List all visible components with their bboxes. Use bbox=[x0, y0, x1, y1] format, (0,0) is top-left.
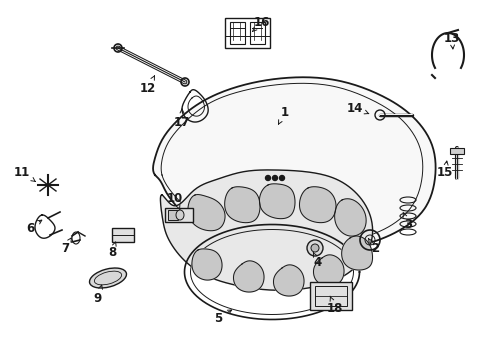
Polygon shape bbox=[191, 249, 222, 280]
Text: 7: 7 bbox=[61, 238, 71, 255]
Polygon shape bbox=[153, 77, 435, 253]
Bar bbox=[449, 148, 463, 154]
Ellipse shape bbox=[89, 268, 126, 288]
Bar bbox=[314, 286, 346, 306]
Text: 12: 12 bbox=[140, 76, 156, 94]
Polygon shape bbox=[187, 194, 224, 231]
Text: 18: 18 bbox=[326, 296, 343, 315]
Bar bbox=[249, 22, 264, 44]
Text: 5: 5 bbox=[213, 310, 231, 324]
Circle shape bbox=[310, 244, 318, 252]
Polygon shape bbox=[334, 199, 366, 236]
Text: 17: 17 bbox=[174, 109, 190, 129]
Circle shape bbox=[272, 175, 277, 180]
Text: 14: 14 bbox=[346, 102, 368, 114]
Text: 1: 1 bbox=[278, 105, 288, 124]
Text: 13: 13 bbox=[443, 31, 459, 49]
Text: 8: 8 bbox=[108, 242, 116, 258]
Polygon shape bbox=[299, 187, 335, 222]
Circle shape bbox=[306, 240, 323, 256]
Bar bbox=[309, 282, 351, 310]
Polygon shape bbox=[313, 255, 344, 286]
Text: 16: 16 bbox=[252, 15, 270, 31]
Text: 4: 4 bbox=[313, 253, 322, 269]
Bar bbox=[164, 208, 193, 222]
Polygon shape bbox=[341, 236, 372, 270]
Bar bbox=[168, 210, 178, 220]
Text: 3: 3 bbox=[402, 212, 411, 230]
Bar bbox=[224, 18, 269, 48]
Text: 10: 10 bbox=[166, 192, 183, 210]
Polygon shape bbox=[160, 170, 372, 290]
Circle shape bbox=[265, 175, 270, 180]
Text: 11: 11 bbox=[14, 166, 35, 181]
Bar bbox=[229, 22, 244, 44]
Polygon shape bbox=[259, 184, 294, 219]
Polygon shape bbox=[273, 265, 304, 296]
Polygon shape bbox=[224, 187, 260, 223]
Polygon shape bbox=[233, 261, 264, 292]
Text: 2: 2 bbox=[367, 239, 378, 255]
Text: 6: 6 bbox=[26, 220, 41, 234]
Ellipse shape bbox=[176, 210, 183, 220]
Bar bbox=[112, 228, 134, 242]
Text: 9: 9 bbox=[94, 285, 102, 305]
Circle shape bbox=[279, 175, 284, 180]
Text: 15: 15 bbox=[436, 161, 452, 179]
